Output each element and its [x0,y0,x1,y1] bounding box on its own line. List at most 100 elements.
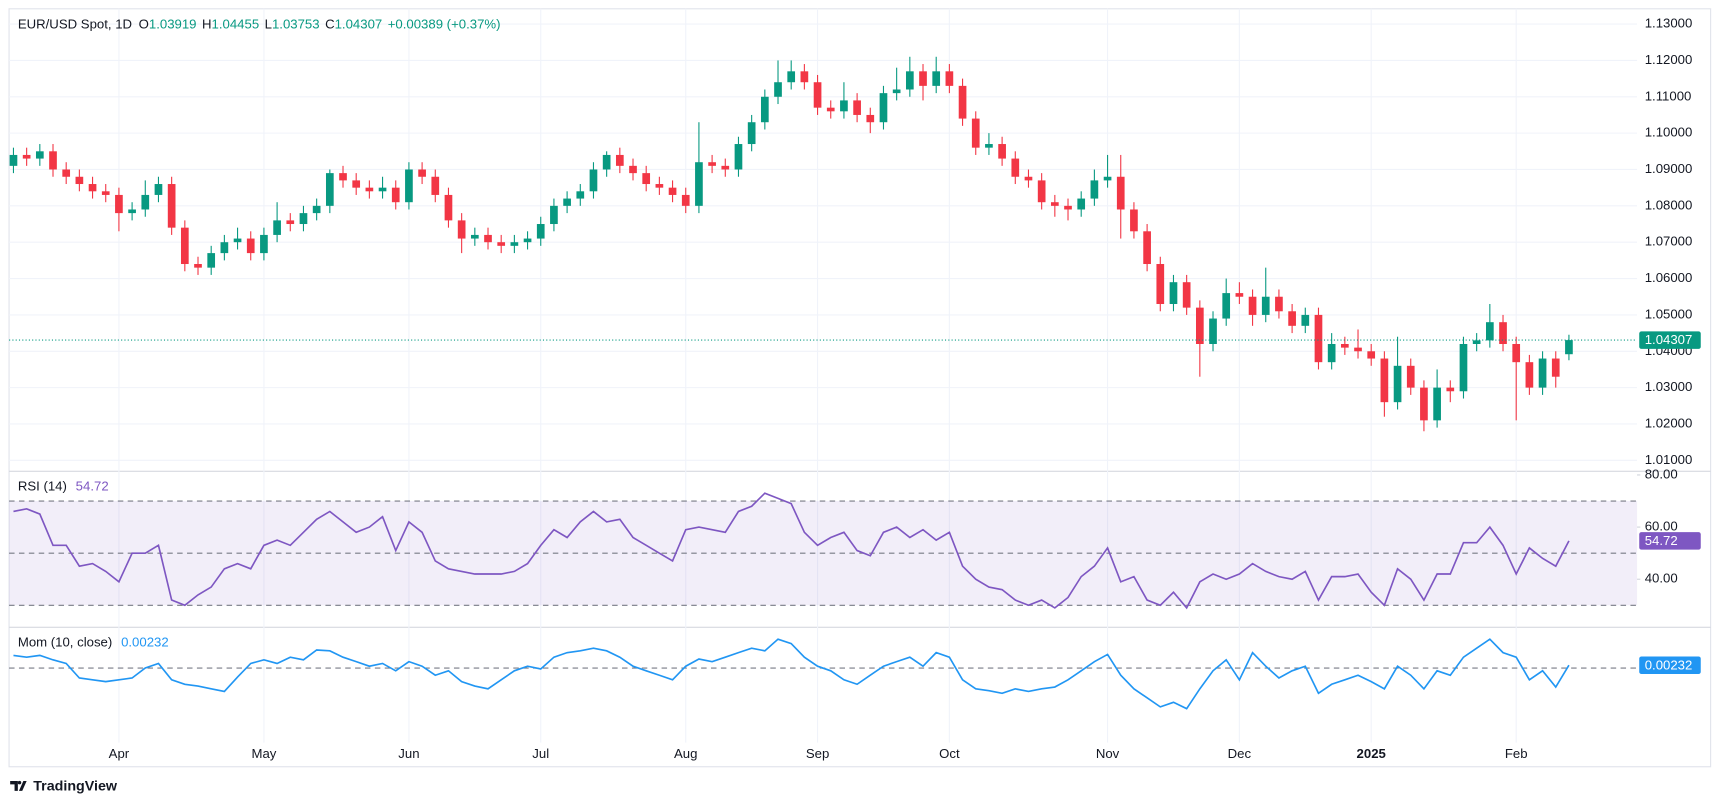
candle-body [1222,293,1231,319]
y-tick-label: 1.13000 [1645,16,1693,31]
candle-body [325,173,334,206]
candle-body [9,154,18,166]
candle-body [932,71,941,86]
price-tag [1639,532,1701,550]
candle-body [180,227,189,265]
candle-body [1485,322,1494,341]
candle-body [312,205,321,214]
x-tick-label: 2025 [1357,746,1386,761]
candle-body [642,173,651,185]
ohlc-value: 1.04455 [212,17,260,32]
candle-body [273,220,281,235]
candle-body [866,114,875,123]
indicator-line [13,492,1570,610]
candle-body [1565,340,1573,355]
tradingview-logo [10,780,27,791]
candle-body [1130,209,1138,232]
candle-body [154,184,163,195]
candle-body [299,213,308,225]
price-tag [1639,656,1701,675]
candle-body [1261,296,1270,315]
candle-body [1354,347,1362,352]
change: +0.00389 (+0.37%) [388,17,501,32]
candle-body [800,71,809,83]
x-tick-label: Aug [674,746,697,761]
candle-body [1248,296,1257,315]
candle-body [1090,180,1099,199]
ohlc-label: H [202,17,212,32]
ohlc-label: C [325,17,335,32]
y-tick-label: 1.07000 [1645,234,1693,249]
candle-body [339,173,347,181]
candle-body [207,253,216,268]
x-tick-label: Sep [806,746,829,761]
indicator-value: 54.72 [76,479,109,494]
candle-body [536,224,545,239]
candle-body [734,144,743,170]
candle-body [721,165,730,170]
candle-body [1327,343,1336,363]
candle-body [971,118,980,148]
legend: EUR/USD Spot, 1D O1.03919 H1.04455 L1.03753… [18,17,501,32]
candle-body [813,82,822,108]
candle-body [840,100,848,112]
x-tick-label: Feb [1505,746,1528,761]
pane-legend: RSI (14) 54.72 [18,479,109,494]
candle-body [1195,307,1204,344]
candle-body [985,144,993,148]
candle-body [1433,387,1441,421]
ohlc-value: 1.03919 [149,17,197,32]
y-tick-label: 1.02000 [1645,415,1693,430]
price-tag-label: 1.04307 [1645,332,1693,347]
candle-body [1406,365,1415,388]
indicator-name: Mom (10, close) [18,635,112,650]
candle-body [246,238,255,254]
candle-body [879,93,888,123]
candle-body [391,187,400,203]
candle-body [1314,314,1323,363]
candle-body [1024,176,1033,181]
pane-legend: Mom (10, close) 0.00232 [18,635,169,650]
candle-body [1275,296,1283,312]
candle-body [1288,311,1296,326]
candle-body [378,187,387,192]
y-tick-label: 1.10000 [1645,125,1693,140]
candle-body [444,194,453,221]
x-tick-label: Nov [1096,746,1120,761]
candle-body [708,162,716,166]
candle-body [1499,322,1507,344]
candle-body [1446,387,1455,392]
candle-body [1459,343,1468,392]
candle-body [1512,343,1521,363]
candle-body [194,264,202,268]
candle-body [589,169,598,192]
y-tick-label: 1.03000 [1645,379,1693,394]
candle-body [774,82,782,97]
candle-body [615,154,624,166]
candle-body [1143,231,1151,265]
indicator-line [13,638,1570,710]
brand: TradingView [33,778,118,794]
candle-body [431,176,440,195]
y-tick-label: 1.08000 [1645,197,1693,212]
candle-body [1538,358,1547,388]
indicator-name: RSI (14) [18,479,67,494]
candle-body [1472,340,1481,344]
candle-body [523,238,532,243]
candle-body [1340,343,1349,348]
y-tick-label: 1.09000 [1645,161,1693,176]
candle-body [998,144,1006,159]
x-tick-label: Jul [532,746,549,761]
candle-body [747,122,756,145]
candle-body [681,194,690,206]
candle-body [115,194,123,214]
candle-body [141,194,150,210]
candle-body [695,162,703,206]
candle-body [260,234,268,254]
candle-body [1169,282,1178,305]
indicator-value: 0.00232 [121,635,169,650]
candle-body [576,191,585,199]
candle-body [1064,205,1072,210]
candle-body [629,165,637,174]
candle-body [787,71,796,83]
